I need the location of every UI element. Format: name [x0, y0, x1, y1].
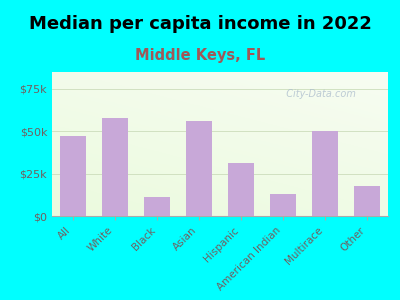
- Bar: [354, 185, 380, 216]
- Text: City-Data.com: City-Data.com: [280, 89, 356, 99]
- Bar: [228, 164, 254, 216]
- Bar: [270, 194, 296, 216]
- Bar: [102, 118, 128, 216]
- Bar: [60, 136, 86, 216]
- Text: Middle Keys, FL: Middle Keys, FL: [135, 48, 265, 63]
- Text: Median per capita income in 2022: Median per capita income in 2022: [28, 15, 372, 33]
- Bar: [312, 131, 338, 216]
- Bar: [186, 121, 212, 216]
- Bar: [144, 197, 170, 216]
